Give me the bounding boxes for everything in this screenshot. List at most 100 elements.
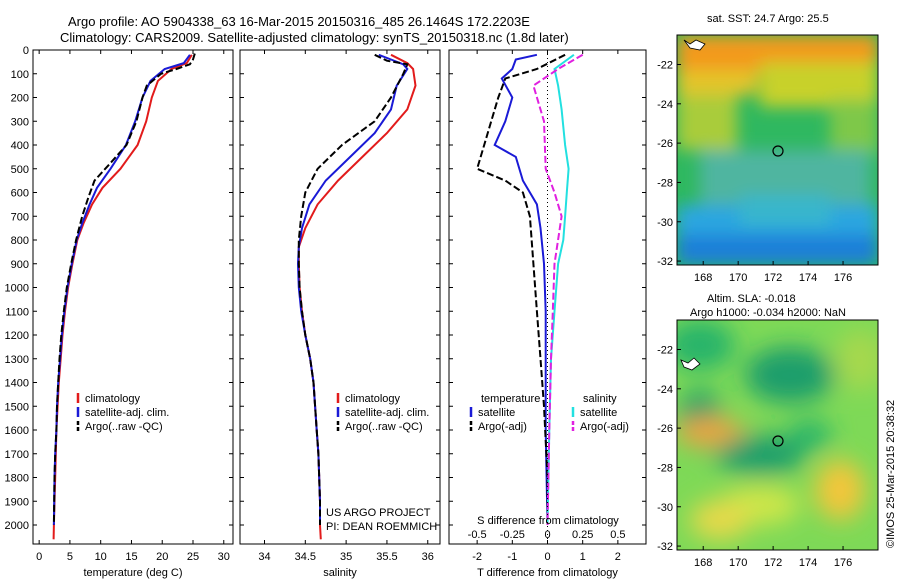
sla_map-xtick-label: 170 bbox=[729, 557, 747, 569]
copyright-text: ©IMOS 25-Mar-2015 20:38:32 bbox=[885, 400, 897, 548]
sst_map-ytick-label: -28 bbox=[657, 177, 673, 189]
salinity-xtick-label: 36 bbox=[422, 551, 434, 563]
sla_map-ytick-label: -32 bbox=[657, 541, 673, 553]
difference-legend-label: Argo(-adj) bbox=[580, 421, 629, 433]
differences-xtick-label: 0 bbox=[544, 551, 550, 563]
differences-series-s-argo-adj- bbox=[532, 53, 584, 526]
sla-map-title-1: Altim. SLA: -0.018 bbox=[707, 293, 796, 305]
temperature-ytick-label: 1800 bbox=[5, 473, 29, 485]
differences-series-group bbox=[475, 53, 584, 526]
salinity-annotation-1: US ARGO PROJECT bbox=[326, 507, 431, 519]
sst_map-ytick-label: -32 bbox=[657, 256, 673, 268]
salinity-xlabel: salinity bbox=[323, 567, 357, 579]
difference-s-tick-label: 0.5 bbox=[610, 529, 625, 541]
difference-legend-title-temperature: temperature bbox=[481, 393, 540, 405]
sst_map-ytick-label: -24 bbox=[657, 99, 673, 111]
sst_map-ytick-label: -26 bbox=[657, 138, 673, 150]
differences-xtick-label: 1 bbox=[580, 551, 586, 563]
sla_map-xtick-label: 168 bbox=[694, 557, 712, 569]
differences-xtick-label: -1 bbox=[507, 551, 517, 563]
argo-location-marker-sst bbox=[772, 145, 784, 157]
temperature-ytick-label: 300 bbox=[11, 116, 29, 128]
difference-xlabel-top: S difference from climatology bbox=[477, 515, 619, 527]
temperature-ytick-label: 1100 bbox=[5, 306, 29, 318]
temperature-ytick-label: 1000 bbox=[5, 283, 29, 295]
temperature-panel: 0 5 10 15 20 25 30 temperature (deg C) 0 100 200 30… bbox=[5, 45, 234, 579]
salinity-xtick-label: 35 bbox=[340, 551, 352, 563]
temperature-xtick-label: 0 bbox=[36, 551, 42, 563]
temperature-ytick-label: 900 bbox=[11, 259, 29, 271]
differences-xtick-label: -2 bbox=[472, 551, 482, 563]
difference-panel: -2 -1 0 1 2 T difference from climatology S di… bbox=[448, 49, 647, 579]
sst-map-title: sat. SST: 24.7 Argo: 25.5 bbox=[707, 13, 829, 25]
differences-series-t-argo-adj- bbox=[475, 53, 566, 525]
difference-s-tick-label: -0.25 bbox=[500, 529, 525, 541]
sst_map-xtick-label: 172 bbox=[764, 272, 782, 284]
differences-xlabel: T difference from climatology bbox=[477, 567, 618, 579]
temperature-series-climatology bbox=[52, 54, 193, 540]
difference-s-tick-label: 0 bbox=[544, 529, 550, 541]
sst_map-ytick-label: -30 bbox=[657, 217, 673, 229]
sst_map-xtick-label: 176 bbox=[834, 272, 852, 284]
salinity-xtick-label: 34.5 bbox=[295, 551, 316, 563]
temperature-ytick-label: 1400 bbox=[5, 378, 29, 390]
island-shape bbox=[683, 39, 706, 51]
salinity-series-group bbox=[296, 53, 417, 540]
temperature-ytick-label: 1600 bbox=[5, 425, 29, 437]
salinity-series-argo-raw-qc- bbox=[297, 53, 409, 525]
difference-s-tick-label: -0.5 bbox=[468, 529, 487, 541]
temperature-ytick-label: 1900 bbox=[5, 496, 29, 508]
temperature-legend-label: Argo(..raw -QC) bbox=[85, 421, 163, 433]
sla_map-ytick-label: -28 bbox=[657, 462, 673, 474]
temperature-ytick-label: 0 bbox=[23, 45, 29, 57]
temperature-ytick-label: 1300 bbox=[5, 354, 29, 366]
salinity-legend-label: climatology bbox=[345, 393, 401, 405]
temperature-xtick-label: 25 bbox=[187, 551, 199, 563]
temperature-xtick-label: 30 bbox=[218, 551, 230, 563]
temperature-xtick-label: 10 bbox=[95, 551, 107, 563]
temperature-ytick-label: 800 bbox=[11, 235, 29, 247]
temperature-frame bbox=[32, 49, 234, 545]
salinity-xtick-label: 35.5 bbox=[376, 551, 397, 563]
temperature-series-satellite-adj-clim- bbox=[52, 54, 191, 526]
temperature-series-group bbox=[52, 53, 196, 540]
sla-map-title-2: Argo h1000: -0.034 h2000: NaN bbox=[690, 307, 846, 319]
temperature-ytick-label: 400 bbox=[11, 140, 29, 152]
header-line1: Argo profile: AO 5904338_63 16-Mar-2015 … bbox=[68, 14, 530, 29]
salinity-series-climatology bbox=[297, 53, 417, 540]
temperature-legend-label: satellite-adj. clim. bbox=[85, 407, 169, 419]
sla_map-xtick-label: 176 bbox=[834, 557, 852, 569]
salinity-legend-label: satellite-adj. clim. bbox=[345, 407, 429, 419]
island-shape bbox=[680, 357, 701, 371]
salinity-legend-label: Argo(..raw -QC) bbox=[345, 421, 423, 433]
differences-series-s-satellite bbox=[546, 53, 575, 526]
difference-s-tick-label: 0.25 bbox=[572, 529, 593, 541]
temperature-xtick-label: 20 bbox=[156, 551, 168, 563]
temperature-ytick-label: 1500 bbox=[5, 401, 29, 413]
temperature-xtick-label: 15 bbox=[125, 551, 137, 563]
sst_map-ytick-label: -22 bbox=[657, 59, 673, 71]
sla_map-ytick-label: -30 bbox=[657, 502, 673, 514]
temperature-ytick-label: 500 bbox=[11, 164, 29, 176]
difference-legend-label: satellite bbox=[580, 407, 617, 419]
sst_map-xtick-label: 174 bbox=[799, 272, 817, 284]
sla_map-xtick-label: 172 bbox=[764, 557, 782, 569]
temperature-ytick-label: 1700 bbox=[5, 449, 29, 461]
temperature-xtick-label: 5 bbox=[67, 551, 73, 563]
temperature-series-argo-raw-qc- bbox=[52, 53, 196, 526]
temperature-ytick-label: 700 bbox=[11, 211, 29, 223]
temperature-xlabel: temperature (deg C) bbox=[83, 567, 182, 579]
salinity-series-satellite-adj-clim- bbox=[296, 53, 409, 525]
sst_map-xtick-label: 168 bbox=[694, 272, 712, 284]
salinity-xtick-label: 34 bbox=[258, 551, 270, 563]
argo-location-marker-sla bbox=[772, 435, 784, 447]
temperature-legend-label: climatology bbox=[85, 393, 141, 405]
sla_map-ytick-label: -26 bbox=[657, 423, 673, 435]
salinity-panel: 34 34.5 35 35.5 36 salinity climatology satelli… bbox=[239, 49, 441, 579]
difference-legend-label: satellite bbox=[478, 407, 515, 419]
temperature-ytick-label: 200 bbox=[11, 93, 29, 105]
temperature-ytick-label: 600 bbox=[11, 188, 29, 200]
difference-legend-title-salinity: salinity bbox=[583, 393, 617, 405]
differences-series-t-satellite bbox=[493, 53, 549, 526]
